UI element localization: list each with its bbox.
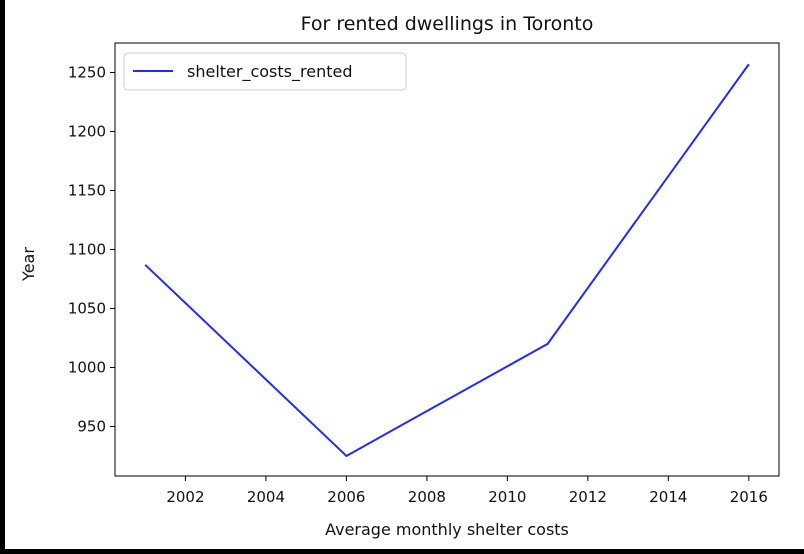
legend-box <box>123 52 407 91</box>
x-tick-label: 2012 <box>569 488 607 506</box>
y-tick-label: 1100 <box>68 240 106 258</box>
y-tick-label: 1000 <box>68 358 106 376</box>
y-tick-label: 1150 <box>68 181 106 199</box>
y-axis-label: Year <box>19 247 38 282</box>
y-tick-label: 1050 <box>68 299 106 317</box>
line-chart: For rented dwellings in Toronto 2002 2004… <box>19 13 780 539</box>
y-axis-ticks: 950 1000 1050 1100 1150 1200 1250 <box>68 63 115 435</box>
y-tick-label: 1250 <box>68 63 106 81</box>
y-tick-label: 950 <box>77 417 106 435</box>
legend-label: shelter_costs_rented <box>187 62 352 82</box>
chart-title: For rented dwellings in Toronto <box>301 13 594 35</box>
x-tick-label: 2002 <box>166 488 204 506</box>
x-tick-label: 2004 <box>247 488 285 506</box>
x-axis-ticks: 2002 2004 2006 2008 2010 2012 2014 2016 <box>166 476 768 506</box>
x-axis-label: Average monthly shelter costs <box>325 520 569 539</box>
x-tick-label: 2014 <box>649 488 687 506</box>
legend: shelter_costs_rented <box>123 52 407 91</box>
x-tick-label: 2006 <box>327 488 365 506</box>
y-tick-label: 1200 <box>68 122 106 140</box>
plot-area <box>114 42 780 477</box>
x-tick-label: 2016 <box>730 488 768 506</box>
series-layer <box>144 63 750 457</box>
x-tick-label: 2008 <box>408 488 446 506</box>
x-tick-label: 2010 <box>488 488 526 506</box>
chart-frame: For rented dwellings in Toronto 2002 2004… <box>5 0 804 549</box>
series-line-shelter_costs_rented <box>144 63 750 457</box>
